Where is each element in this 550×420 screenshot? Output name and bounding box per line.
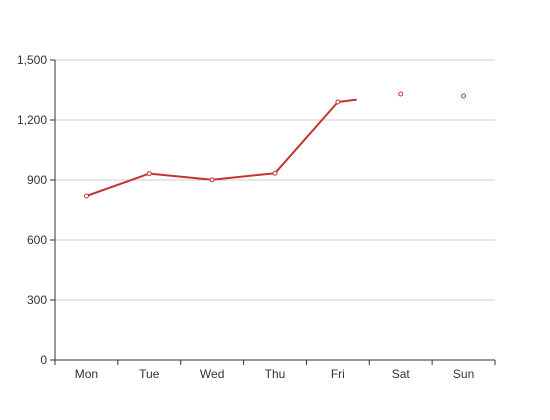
y-tick-label: 300 [27,293,47,307]
y-tick-label: 1,500 [17,53,47,67]
series-layer [83,91,467,199]
data-point [272,170,278,176]
y-axis: 0 300 600 900 1,200 1,500 [17,53,56,367]
data-point [83,193,89,199]
x-tick-label: Sun [453,367,474,381]
series-line [86,98,357,197]
data-point [398,91,404,97]
data-point [209,177,215,183]
data-point [146,171,152,177]
y-grid-lines [55,59,495,301]
x-tick-label: Mon [75,367,98,381]
y-tick-label: 0 [40,353,47,367]
x-tick-label: Fri [331,367,345,381]
y-tick-label: 1,200 [17,113,47,127]
y-tick-label: 900 [27,173,47,187]
data-point [461,93,467,99]
y-tick-label: 600 [27,233,47,247]
x-axis: Mon Tue Wed Thu Fri Sat Sun [54,359,496,381]
x-tick-label: Tue [139,367,160,381]
data-point [335,99,341,105]
x-tick-label: Wed [200,367,224,381]
x-tick-label: Thu [265,367,286,381]
x-tick-label: Sat [392,367,411,381]
